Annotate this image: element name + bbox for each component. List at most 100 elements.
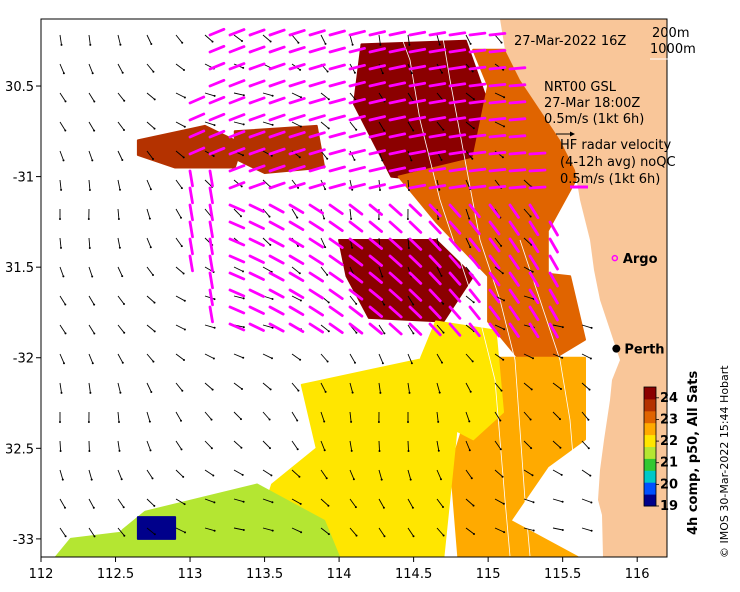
current-arrow-head — [587, 447, 590, 450]
hf-radar-arrow — [328, 165, 346, 173]
hf-radar-arrow — [508, 288, 520, 304]
current-arrow — [465, 527, 475, 535]
current-arrow — [465, 353, 474, 362]
current-arrow-head — [211, 388, 214, 391]
hf-radar-arrow — [368, 237, 384, 250]
current-arrow-head — [213, 94, 216, 97]
current-arrow-head — [210, 418, 213, 421]
hf-radar-arrow — [368, 81, 387, 88]
current-arrow — [436, 469, 442, 480]
current-arrow-head — [183, 125, 186, 128]
current-arrow — [436, 411, 439, 422]
gsl-scale-label: 0.5m/s (1kt 6h) — [544, 112, 644, 127]
current-arrow — [552, 498, 563, 503]
hf-radar-arrow — [388, 220, 403, 234]
current-arrow-head — [327, 127, 330, 130]
hf-radar-arrow — [448, 237, 462, 252]
hf-radar-arrow — [328, 114, 346, 122]
current-arrow-head — [88, 247, 91, 249]
current-arrow-head — [499, 419, 502, 422]
hf-scale-label: 0.5m/s (1kt 6h) — [560, 172, 660, 187]
current-arrow — [349, 411, 352, 422]
current-arrow-head — [379, 189, 381, 191]
current-arrow-head — [88, 189, 91, 191]
current-arrow-head — [64, 506, 66, 509]
hf-radar-arrow — [308, 182, 326, 190]
hf-radar-arrow — [228, 164, 246, 173]
hf-radar-arrow — [448, 82, 467, 88]
current-arrow-head — [590, 501, 593, 504]
current-arrow — [88, 469, 93, 480]
y-tick-label: -33 — [13, 533, 34, 548]
current-arrow — [175, 498, 185, 505]
current-arrow — [146, 266, 154, 276]
current-arrow-head — [323, 420, 326, 423]
hf-radar-arrow — [308, 271, 325, 283]
current-arrow-head — [471, 70, 474, 73]
current-arrow-head — [180, 187, 183, 190]
current-arrow — [117, 295, 125, 305]
current-arrow-head — [378, 450, 381, 452]
current-arrow-head — [119, 43, 122, 46]
current-arrow — [117, 440, 120, 451]
current-arrow — [436, 353, 443, 363]
hf-radar-arrow — [348, 254, 364, 267]
current-arrow — [465, 469, 473, 479]
current-arrow-head — [472, 98, 475, 101]
current-arrow-head — [354, 506, 357, 509]
current-arrow-head — [299, 502, 302, 505]
hf-radar-arrow — [468, 288, 481, 304]
hf-radar-arrow — [408, 254, 423, 268]
current-arrow — [320, 382, 326, 393]
current-arrow-head — [442, 128, 445, 131]
hf-radar-arrow — [288, 97, 306, 105]
current-arrow-head — [183, 69, 185, 71]
current-arrow — [552, 527, 563, 531]
hf-radar-arrow — [208, 203, 214, 222]
hf-radar-arrow — [228, 96, 246, 105]
hf-radar-arrow — [408, 237, 423, 251]
current-arrow — [291, 295, 302, 301]
current-arrow — [146, 498, 155, 507]
current-arrow — [146, 208, 151, 219]
hf-radar-arrow — [368, 183, 387, 190]
current-arrow — [146, 150, 154, 160]
current-arrow-head — [354, 361, 356, 364]
hf-radar-arrow — [428, 31, 447, 37]
current-arrow — [581, 440, 590, 449]
current-arrow-head — [269, 243, 272, 246]
current-arrow-head — [212, 357, 215, 360]
current-arrow — [523, 440, 532, 449]
hf-radar-arrow — [428, 237, 442, 252]
current-arrow — [233, 266, 244, 272]
hf-radar-arrow — [228, 220, 246, 230]
hf-radar-arrow — [308, 237, 325, 249]
hf-radar-arrow — [208, 112, 226, 122]
current-arrow-head — [151, 477, 154, 480]
hf-radar-arrow — [348, 46, 366, 54]
current-arrow — [88, 527, 95, 537]
current-arrow — [436, 382, 441, 393]
current-arrow-head — [241, 40, 243, 42]
hf-radar-arrow — [308, 288, 325, 300]
hf-radar-arrow — [288, 288, 305, 300]
current-arrow — [262, 498, 273, 503]
hf-radar-arrow — [508, 305, 520, 321]
current-arrow-head — [298, 156, 301, 159]
hf-radar-arrow — [508, 83, 527, 88]
current-arrow — [175, 63, 185, 71]
current-arrow-head — [589, 474, 592, 477]
current-arrow-head — [561, 500, 564, 503]
current-arrow — [291, 527, 302, 533]
hf-radar-arrow — [348, 305, 364, 318]
current-arrow-head — [89, 43, 92, 46]
current-arrow-head — [268, 215, 271, 218]
current-arrow — [291, 92, 302, 98]
hf-radar-arrow — [508, 168, 527, 173]
current-arrow — [59, 353, 65, 364]
hf-radar-arrow — [248, 113, 266, 122]
current-arrow — [291, 121, 302, 127]
current-arrow — [320, 237, 326, 248]
x-tick-label: 112 — [29, 567, 54, 582]
colorbar-frame — [643, 386, 657, 507]
